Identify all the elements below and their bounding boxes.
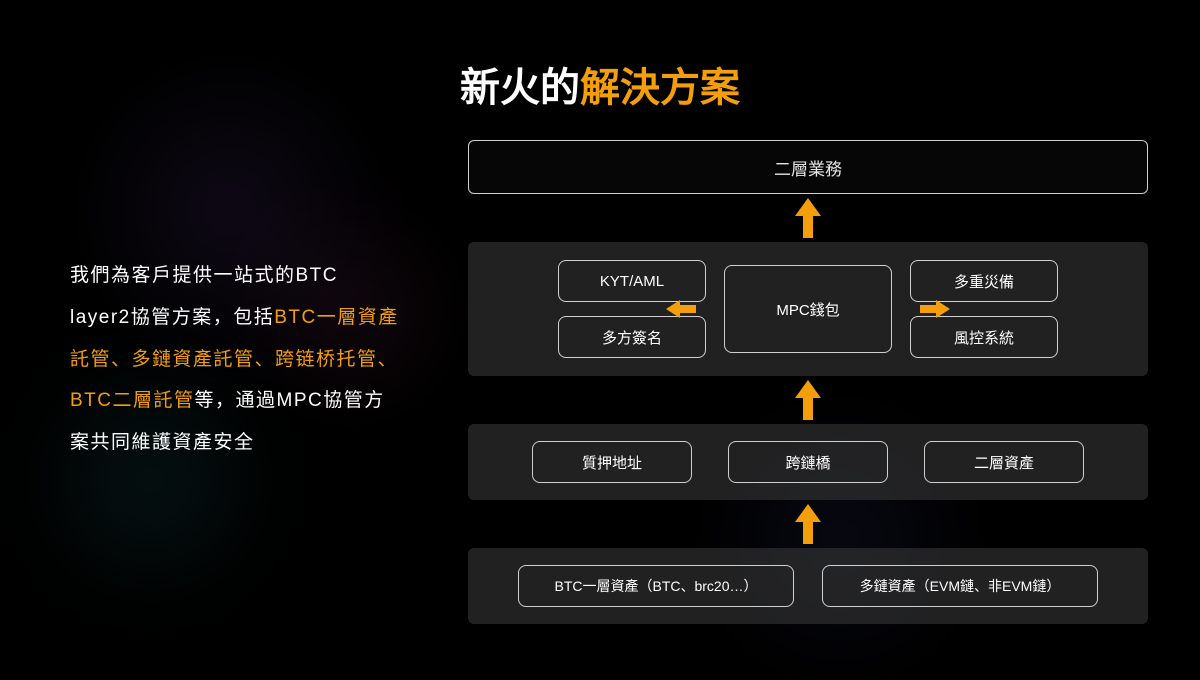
box-kyt-aml: KYT/AML (558, 260, 706, 302)
arrow-left-icon (664, 298, 698, 320)
box-label: 多方簽名 (602, 327, 662, 348)
title-accent: 解決方案 (580, 66, 740, 110)
box-risk-control: 風控系統 (910, 316, 1058, 358)
arrow-up-icon (793, 500, 823, 548)
layer-base-assets: BTC一層資產（BTC、brc20…） 多鏈資產（EVM鏈、非EVM鏈） (468, 548, 1148, 624)
architecture-diagram: 二層業務 KYT/AML 多方簽名 MPC錢包 多重災備 風控系統 (468, 140, 1148, 624)
box-btc-layer1-assets: BTC一層資產（BTC、brc20…） (518, 565, 794, 607)
title-prefix: 新火的 (460, 66, 580, 110)
box-mpc-wallet: MPC錢包 (724, 265, 892, 353)
box-label: 多鏈資產（EVM鏈、非EVM鏈） (860, 576, 1061, 596)
layer-top-business: 二層業務 (468, 140, 1148, 194)
box-label: KYT/AML (600, 273, 664, 290)
box-label: 多重災備 (954, 271, 1014, 292)
box-multisig: 多方簽名 (558, 316, 706, 358)
description-text: 我們為客戶提供一站式的BTC layer2協管方案，包括BTC一層資產託管、多鏈… (70, 255, 400, 464)
box-layer2-assets: 二層資產 (924, 441, 1084, 483)
arrow-right-icon (918, 298, 952, 320)
box-label: MPC錢包 (776, 299, 839, 320)
layer-bridge: 質押地址 跨鏈橋 二層資產 (468, 424, 1148, 500)
layer-mpc-wallet: KYT/AML 多方簽名 MPC錢包 多重災備 風控系統 (468, 242, 1148, 376)
layer1-label: 二層業務 (774, 155, 842, 180)
box-label: 風控系統 (954, 327, 1014, 348)
box-label: BTC一層資產（BTC、brc20…） (554, 576, 757, 596)
box-label: 跨鏈橋 (785, 452, 830, 473)
box-label: 二層資產 (974, 452, 1034, 473)
page-title: 新火的解決方案 (0, 55, 1200, 113)
arrow-up-icon (793, 194, 823, 242)
box-multichain-assets: 多鏈資產（EVM鏈、非EVM鏈） (822, 565, 1098, 607)
box-disaster-recovery: 多重災備 (910, 260, 1058, 302)
box-stake-address: 質押地址 (532, 441, 692, 483)
box-cross-chain-bridge: 跨鏈橋 (728, 441, 888, 483)
arrow-up-icon (793, 376, 823, 424)
box-label: 質押地址 (582, 452, 642, 473)
